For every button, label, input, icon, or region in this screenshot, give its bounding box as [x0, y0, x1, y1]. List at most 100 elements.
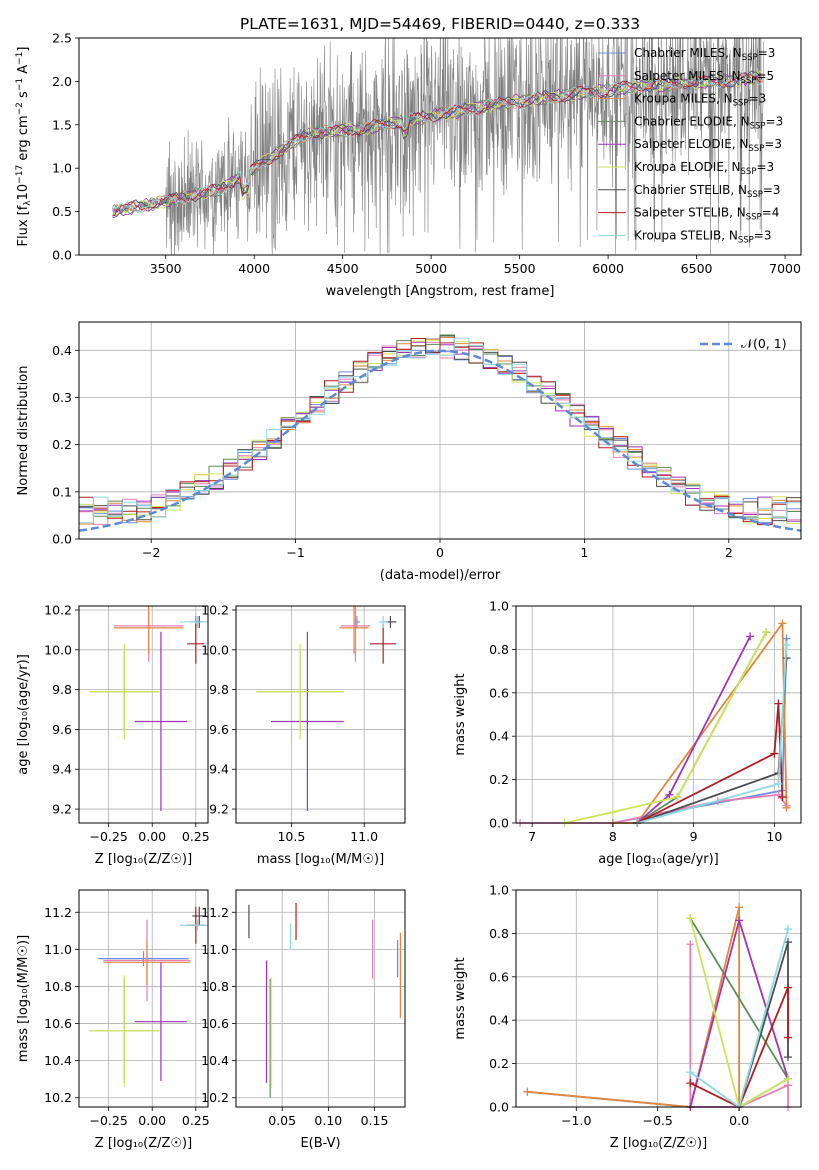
weight_vs_age-panel: 7 8 9 10 0.0 0.2 0.4 0.6 0.8 1.0 age [log₁₀(age/yr…: [453, 599, 802, 867]
legend-label-suffix: =3: [763, 183, 781, 197]
weight-marker-salpeter_stelib: [774, 699, 783, 708]
legend-label-text: Chabrier ELODIE, N: [634, 114, 750, 128]
weight-marker-salpeter_miles: [774, 790, 783, 799]
y-axis-label-part: s: [16, 91, 31, 102]
legend-label-text: Chabrier MILES, N: [634, 46, 742, 60]
y-tick-label: 10.6: [44, 1016, 72, 1031]
legend-label-suffix: =3: [749, 92, 767, 106]
y-tick-label: 0.6: [489, 685, 509, 700]
y-tick-label: 10.8: [44, 979, 72, 994]
x-tick-label: −0.25: [89, 829, 127, 844]
weight-marker-kroupa_elodie: [783, 1074, 792, 1083]
legend-label: Salpeter ELODIE, NSSP=3: [634, 137, 782, 154]
y-axis-label-part: −2: [15, 102, 25, 115]
legend-label-sub: SSP: [733, 99, 749, 109]
x-tick-label: 0.05: [268, 1113, 296, 1128]
weight-marker-salpeter_stelib: [778, 792, 787, 801]
x-tick-label: 6500: [681, 261, 713, 276]
weight-marker-salpeter_elodie: [665, 790, 674, 799]
axes-frame: [515, 889, 802, 1108]
x-tick-label: 0.10: [314, 1113, 342, 1128]
y-tick-label: 9.2: [52, 802, 72, 817]
mass_vs_ebv-panel: 0.05 0.10 0.15 10.2 10.4 10.6 10.8 11.0 11.2 E(B-…: [201, 889, 406, 1151]
y-tick-label: 11.2: [44, 905, 72, 920]
x-tick-label: 0: [436, 545, 444, 560]
legend-label: Chabrier ELODIE, NSSP=3: [634, 114, 783, 131]
x-axis-label: Z [log₁₀(Z/Z☉)]: [95, 1136, 192, 1151]
legend-label-suffix: =4: [762, 206, 780, 220]
weight-marker-salpeter_miles: [686, 940, 695, 949]
weight-marker-kroupa_elodie: [673, 792, 682, 801]
y-tick-label: 9.2: [209, 802, 229, 817]
weight-marker-salpeter_stelib: [783, 1033, 792, 1042]
x-tick-label: 0.25: [182, 829, 210, 844]
weight-marker-kroupa_elodie: [608, 808, 617, 817]
legend-label-sub: SSP: [746, 213, 762, 223]
y-tick-label: 9.8: [52, 682, 72, 697]
y-axis-label: Normed distribution: [16, 366, 31, 496]
legend-label-sub: SSP: [747, 190, 763, 200]
y-tick-label: 11.0: [44, 942, 72, 957]
y-axis-label-part: ]: [16, 47, 31, 52]
x-tick-label: 10.5: [277, 829, 305, 844]
weight-marker-kroupa_stelib: [783, 925, 792, 934]
y-axis-label: mass [log₁₀(M/M☉)]: [16, 935, 31, 1062]
legend-label-suffix: =5: [756, 69, 774, 83]
y-tick-label: 0.0: [489, 816, 509, 831]
x-tick-label: −0.25: [89, 1113, 127, 1128]
y-tick-label: 10.4: [44, 1053, 72, 1068]
y-tick-label: 0.0: [52, 248, 72, 263]
y-tick-label: 10.2: [44, 602, 72, 617]
y-axis-label-part: Flux [f: [16, 205, 31, 246]
legend-label-sub: SSP: [741, 167, 757, 177]
legend-label: Kroupa ELODIE, NSSP=3: [634, 160, 774, 177]
x-tick-label: 5500: [504, 261, 536, 276]
y-tick-label: 9.8: [209, 682, 229, 697]
x-tick-label: 0.0: [729, 1113, 749, 1128]
legend-label: Salpeter MILES, NSSP=5: [634, 69, 774, 86]
y-tick-label: 0.0: [52, 532, 72, 547]
x-tick-label: 0.15: [361, 1113, 389, 1128]
x-axis-label: wavelength [Angstrom, rest frame]: [326, 284, 555, 299]
x-axis-label: (data-model)/error: [380, 568, 501, 583]
y-tick-label: 0.2: [52, 437, 72, 452]
legend-label-suffix: =3: [758, 46, 776, 60]
legend-label-sub: SSP: [741, 76, 757, 86]
y-tick-label: 0.3: [52, 390, 72, 405]
legend-label-text: Kroupa STELIB, N: [634, 228, 738, 242]
weight-marker-salpeter_stelib: [770, 749, 779, 758]
y-tick-label: 0.4: [489, 1013, 509, 1028]
x-tick-label: 0.00: [138, 829, 166, 844]
x-axis-label: Z [log₁₀(Z/Z☉)]: [610, 1136, 707, 1151]
y-axis-label: mass weight: [453, 957, 468, 1039]
y-tick-label: 0.0: [489, 1100, 509, 1115]
residuals-panel: −2 −1 0 1 2 0.0 0.1 0.2 0.3 0.4 (data-model)/error…: [16, 321, 802, 583]
x-tick-label: −1: [286, 545, 304, 560]
x-tick-label: 6000: [592, 261, 624, 276]
y-tick-label: 10.6: [201, 1016, 229, 1031]
legend-label-text: Chabrier STELIB, N: [634, 183, 747, 197]
y-tick-label: 10.0: [44, 642, 72, 657]
x-axis-label: age [log₁₀(age/yr)]: [598, 852, 719, 867]
legend-label: Kroupa MILES, NSSP=3: [634, 92, 766, 109]
legend-label-text: Salpeter MILES, N: [634, 69, 741, 83]
y-axis-label: age [log₁₀(age/yr)]: [16, 654, 31, 775]
y-axis-label-part: −1: [15, 52, 25, 65]
axes-frame: [78, 889, 209, 1108]
axes-frame: [235, 889, 406, 1108]
y-tick-label: 0.4: [489, 729, 509, 744]
legend-label-suffix: =3: [766, 114, 784, 128]
x-tick-label: 4500: [327, 261, 359, 276]
legend-label-text: Salpeter STELIB, N: [634, 206, 746, 220]
y-tick-label: 1.5: [52, 117, 72, 132]
spectrum-panel: 3500 4000 4500 5000 5500 6000 6500 7000 0.0 0.5 1.…: [15, 31, 802, 299]
model-spectrum-salpeter_elodie: [112, 72, 763, 217]
x-axis-label: Z [log₁₀(Z/Z☉)]: [95, 852, 192, 867]
y-tick-label: 0.6: [489, 969, 509, 984]
mass_vs_Z-panel: −0.25 0.00 0.25 10.2 10.4 10.6 10.8 11.0 11.2 Z […: [16, 889, 210, 1151]
weight_vs_Z-panel: −1.0 −0.5 0.0 0.0 0.2 0.4 0.6 0.8 1.0 Z [log₁₀(Z/…: [453, 883, 802, 1151]
axes-frame: [78, 605, 209, 824]
x-tick-label: 9: [690, 829, 698, 844]
x-tick-label: −1.0: [561, 1113, 591, 1128]
